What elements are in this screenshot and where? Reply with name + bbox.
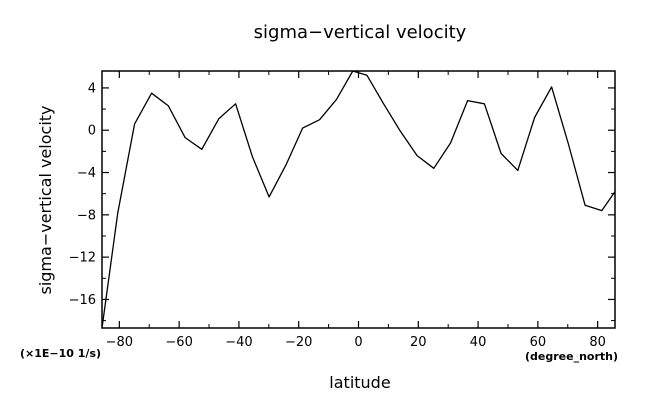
y-tick-label: −16 bbox=[69, 293, 96, 308]
x-axis-label: latitude bbox=[329, 373, 390, 392]
x-tick-label: 40 bbox=[470, 335, 487, 350]
x-units-label: (degree_north) bbox=[525, 350, 618, 363]
y-tick-label: −12 bbox=[69, 251, 96, 266]
x-tick-label: −40 bbox=[225, 335, 252, 350]
plot-area: −80 −60 −40 −20 0 20 40 60 80−16−12−8−404 bbox=[69, 70, 616, 350]
x-tick-label: 60 bbox=[530, 335, 547, 350]
plot-frame bbox=[101, 70, 616, 329]
y-tick-label: 4 bbox=[88, 81, 96, 96]
series-line bbox=[101, 70, 616, 329]
x-tick-label: −60 bbox=[165, 335, 192, 350]
x-tick-label: 20 bbox=[410, 335, 427, 350]
x-tick-label: −80 bbox=[106, 335, 133, 350]
y-axis-label: sigma−vertical velocity bbox=[36, 105, 55, 294]
y-tick-label: −4 bbox=[77, 166, 96, 181]
x-tick-label: 0 bbox=[354, 335, 362, 350]
x-tick-label: −20 bbox=[285, 335, 312, 350]
x-tick-label: 80 bbox=[589, 335, 606, 350]
chart-title: sigma−vertical velocity bbox=[254, 22, 467, 43]
y-tick-label: −8 bbox=[77, 208, 96, 223]
y-units-label: (×1E−10 1/s) bbox=[20, 347, 101, 360]
y-tick-label: 0 bbox=[88, 124, 96, 139]
